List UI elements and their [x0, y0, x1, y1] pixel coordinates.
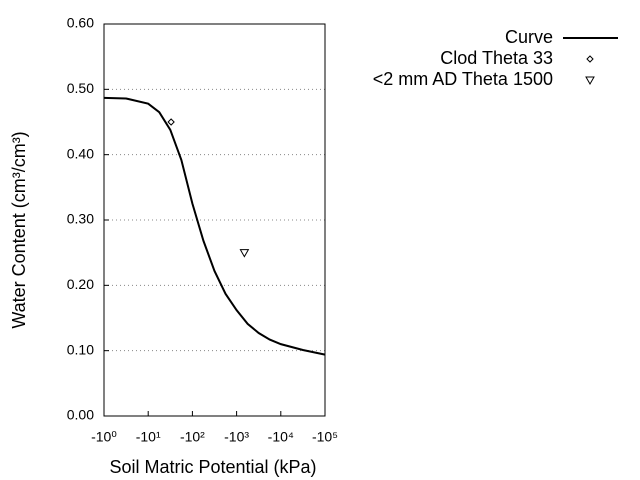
y-tick-label: 0.60	[67, 15, 94, 31]
x-tick-label: -10⁴	[268, 429, 294, 445]
x-tick-label: -10²	[180, 429, 205, 445]
y-tick-label: 0.40	[67, 145, 94, 161]
plot-frame	[103, 23, 326, 417]
x-tick-label: -10¹	[136, 429, 161, 445]
legend-swatch	[586, 55, 594, 63]
x-axis-label: Soil Matric Potential (kPa)	[109, 457, 316, 477]
y-tick-label: 0.10	[67, 341, 94, 357]
y-tick-label: 0.50	[67, 80, 94, 96]
legend-label: Clod Theta 33	[440, 48, 553, 68]
y-axis-label: Water Content (cm³/cm³)	[9, 131, 29, 328]
y-tick-label: 0.00	[67, 407, 94, 423]
marker	[239, 249, 250, 258]
y-tick-label: 0.20	[67, 276, 94, 292]
x-tick-label: -10⁵	[312, 429, 338, 445]
x-tick-label: -10³	[224, 429, 249, 445]
curve	[103, 96, 326, 356]
legend-label: <2 mm AD Theta 1500	[373, 69, 553, 89]
legend-label: Curve	[505, 27, 553, 47]
y-tick-label: 0.30	[67, 211, 94, 227]
legend-swatch	[585, 76, 595, 86]
marker	[167, 118, 175, 126]
x-tick-label: -10⁰	[91, 429, 117, 445]
